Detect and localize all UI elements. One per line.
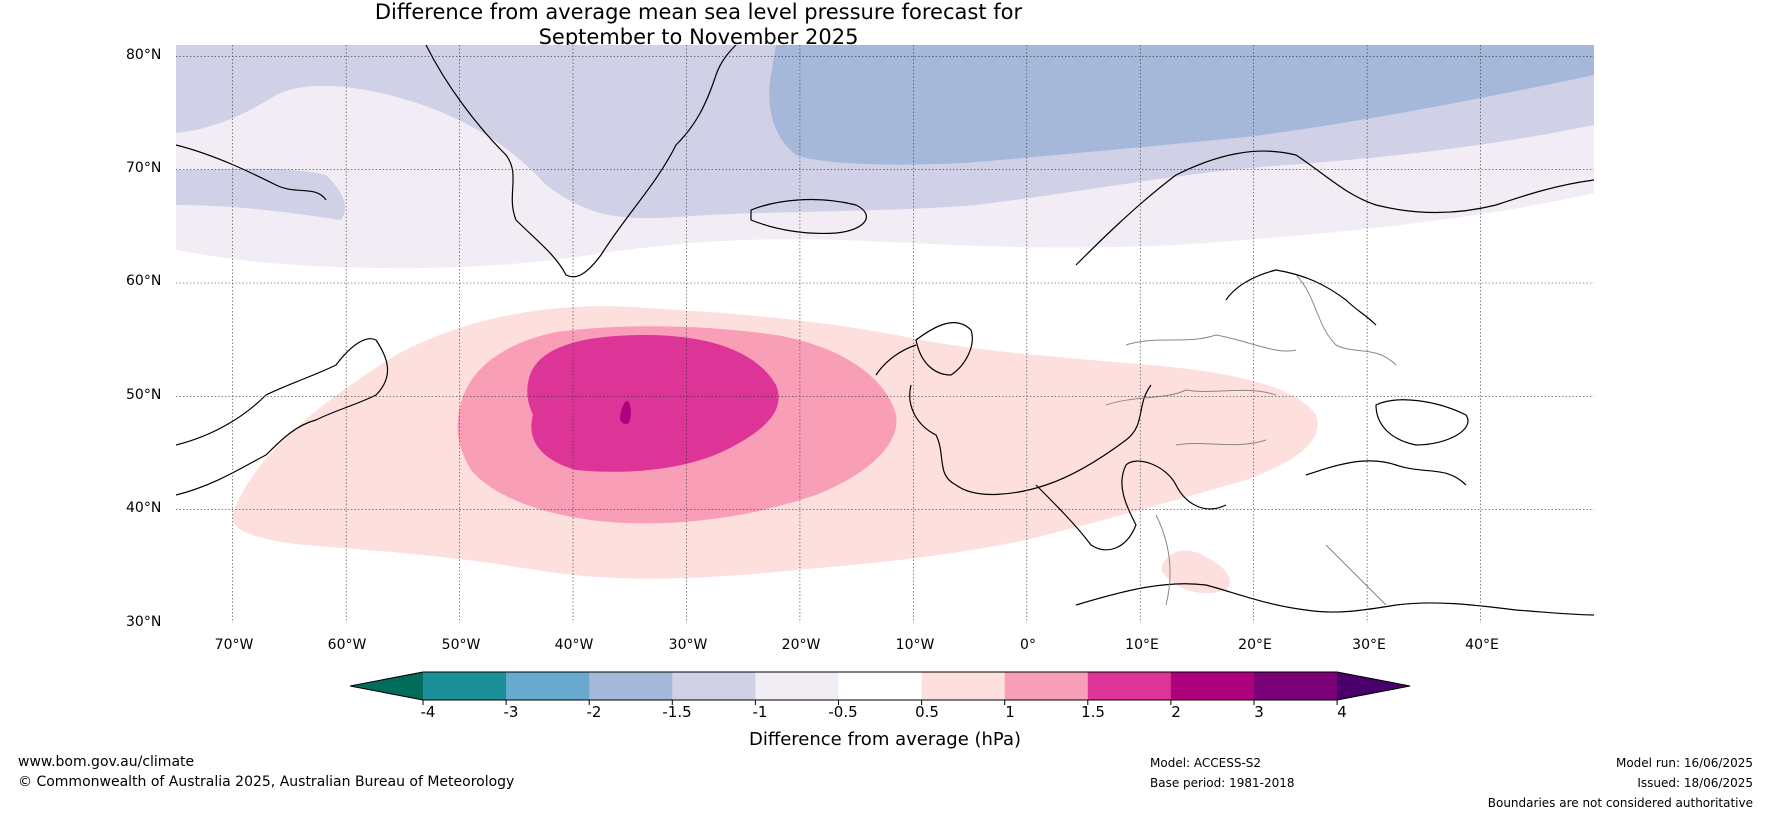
colorbar-canvas	[349, 671, 1411, 705]
colorbar-segment	[672, 672, 756, 700]
colorbar-segment	[589, 672, 673, 700]
colorbar-segment	[838, 672, 923, 700]
colorbar-segment	[921, 672, 1006, 700]
colorbar-tick: -1	[752, 703, 768, 721]
colorbar-segment	[423, 672, 507, 700]
region-pos-2-to-3	[620, 400, 631, 424]
lon-label-0: 0°	[1020, 637, 1036, 653]
colorbar-tick: -3	[503, 703, 519, 721]
colorbar-segment	[1254, 672, 1338, 700]
colorbar-tick: -0.5	[828, 703, 858, 721]
lon-label-10e: 10°E	[1125, 637, 1159, 653]
footer-base-period: Base period: 1981-2018	[1150, 776, 1295, 790]
colorbar-segment	[506, 672, 590, 700]
lon-label-20e: 20°E	[1238, 637, 1272, 653]
colorbar-over-arrow	[1337, 672, 1411, 700]
colorbar-tick: 1.5	[1081, 703, 1105, 721]
title-line-1: Difference from average mean sea level p…	[374, 0, 1023, 24]
colorbar	[349, 670, 1420, 708]
colorbar-segment	[1004, 672, 1089, 700]
lon-label-20w: 20°W	[781, 637, 821, 653]
colorbar-tick: -4	[420, 703, 436, 721]
colorbar-segment	[1087, 672, 1172, 700]
footer-copyright: © Commonwealth of Australia 2025, Austra…	[18, 774, 515, 790]
colorbar-tick: 3	[1254, 703, 1264, 721]
colorbar-under-arrow	[350, 672, 423, 700]
region-pos-05-to-1-africa	[1161, 550, 1230, 594]
country-borders	[1105, 274, 1397, 606]
colorbar-tick: -2	[586, 703, 602, 721]
lon-label-30w: 30°W	[668, 637, 708, 653]
lat-label-80n: 80°N	[126, 47, 162, 63]
footer-issued: Issued: 18/06/2025	[1637, 776, 1753, 790]
region-neg-15-to-1-west	[176, 168, 346, 220]
map-canvas	[176, 45, 1594, 623]
lon-label-60w: 60°W	[327, 637, 367, 653]
lon-label-40w: 40°W	[554, 637, 594, 653]
lat-label-50n: 50°N	[126, 387, 162, 403]
colorbar-tick: 1	[1005, 703, 1015, 721]
lon-label-50w: 50°W	[441, 637, 481, 653]
lat-label-30n: 30°N	[126, 614, 162, 630]
colorbar-segment	[1170, 672, 1255, 700]
lat-label-70n: 70°N	[126, 160, 162, 176]
region-pos-15-to-2	[527, 335, 779, 472]
footer-model-run: Model run: 16/06/2025	[1615, 756, 1753, 770]
colorbar-tick: 0.5	[915, 703, 939, 721]
lat-label-60n: 60°N	[126, 273, 162, 289]
colorbar-tick: 2	[1171, 703, 1181, 721]
lat-label-40n: 40°N	[126, 500, 162, 516]
region-neg-2-to-15	[769, 45, 1594, 165]
map-title: Difference from average mean sea level p…	[0, 0, 1397, 50]
colorbar-tick: 4	[1337, 703, 1347, 721]
lon-label-10w: 10°W	[895, 637, 935, 653]
colorbar-label: Difference from average (hPa)	[748, 729, 1022, 750]
lon-label-40e: 40°E	[1465, 637, 1499, 653]
footer-website: www.bom.gov.au/climate	[18, 754, 195, 770]
footer-disclaimer: Boundaries are not considered authoritat…	[1487, 796, 1753, 810]
coastlines	[176, 45, 1594, 616]
footer-model: Model: ACCESS-S2	[1150, 756, 1262, 770]
colorbar-segment	[755, 672, 839, 700]
lon-label-70w: 70°W	[214, 637, 254, 653]
forecast-map	[176, 45, 1594, 623]
colorbar-tick: -1.5	[662, 703, 692, 721]
lon-label-30e: 30°E	[1352, 637, 1386, 653]
